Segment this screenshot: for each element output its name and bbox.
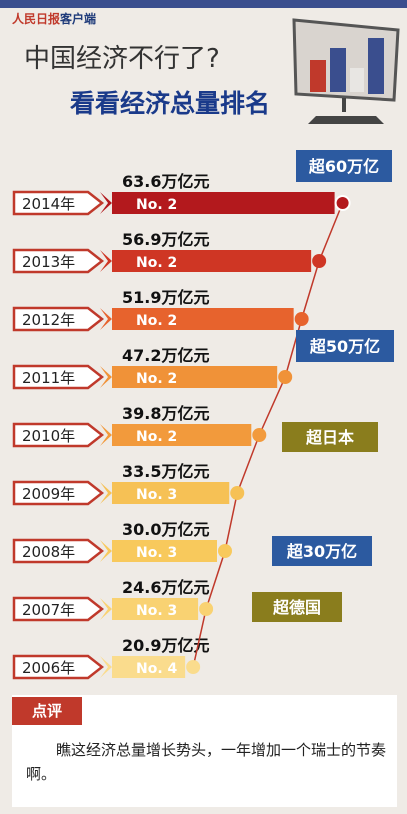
callout-box: [252, 592, 342, 622]
page-subtitle: 看看经济总量排名: [70, 89, 271, 118]
trend-dot: [218, 544, 232, 558]
bar: [112, 366, 278, 388]
year-tag: [12, 190, 105, 216]
callout-box: [272, 536, 372, 566]
chevron-icon: [100, 250, 112, 272]
chevron-icon: [100, 482, 112, 504]
bar: [112, 482, 230, 504]
rank-label: No. 4: [136, 661, 178, 677]
chevron-icon: [100, 598, 112, 620]
comment-text: 瞧这经济总量增长势头，一年增加一个瑞士的节奏啊。: [26, 741, 387, 783]
trend-dot: [312, 254, 327, 268]
callout-box: [296, 150, 392, 182]
rank-label: No. 2: [136, 197, 177, 213]
value-label: 56.9万亿元: [122, 230, 209, 249]
value-label: 39.8万亿元: [122, 404, 209, 423]
chevron-icon: [100, 308, 112, 330]
year-tag: [12, 538, 105, 564]
callout-box: [282, 422, 378, 452]
trend-dot: [186, 660, 201, 674]
trend-dot: [252, 428, 267, 442]
year-tag: [12, 654, 105, 680]
callout-label: 超30万亿: [286, 542, 357, 561]
rank-label: No. 3: [136, 545, 177, 561]
value-label: 51.9万亿元: [122, 288, 209, 307]
value-label: 47.2万亿元: [122, 346, 209, 365]
chevron-icon: [100, 656, 112, 678]
bar: [112, 540, 217, 562]
value-label: 20.9万亿元: [122, 636, 209, 655]
callout-box: [296, 330, 394, 362]
chevron-icon: [100, 192, 112, 214]
year-tag: [12, 596, 105, 622]
bar: [112, 308, 294, 330]
bar: [112, 192, 335, 214]
bar: [112, 598, 199, 620]
chevron-icon: [100, 366, 112, 388]
bar: [112, 656, 186, 678]
monitor-bar-chart-icon: [292, 18, 400, 124]
year-tag: [12, 306, 105, 332]
logo: 人民日报客户端: [12, 10, 96, 27]
comment-label: 点评: [12, 697, 82, 725]
year-tag: [12, 422, 105, 448]
year-tag: [12, 364, 105, 390]
trend-dot: [278, 370, 293, 384]
year-label: 2007年: [22, 601, 75, 619]
rank-label: No. 3: [136, 487, 177, 503]
trend-dot: [230, 486, 245, 500]
value-label: 33.5万亿元: [122, 462, 209, 481]
page-title: 中国经济不行了?: [24, 44, 220, 74]
year-label: 2010年: [22, 427, 75, 445]
trend-dot: [199, 602, 214, 616]
year-label: 2009年: [22, 485, 75, 503]
gdp-ranking-chart: 2014年 No. 2 63.6万亿元 2013年 No. 2 56.9万亿元 2012年 N…: [12, 150, 394, 680]
year-label: 2014年: [22, 195, 75, 213]
callout-label: 超60万亿: [308, 157, 379, 176]
year-label: 2012年: [22, 311, 75, 329]
value-label: 30.0万亿元: [122, 520, 209, 539]
year-tag: [12, 480, 105, 506]
value-label: 63.6万亿元: [122, 172, 209, 191]
chevron-icon: [100, 540, 112, 562]
rank-label: No. 2: [136, 371, 177, 387]
year-label: 2006年: [22, 659, 75, 677]
year-label: 2013年: [22, 253, 75, 271]
rank-label: No. 2: [136, 429, 177, 445]
year-label: 2011年: [22, 369, 75, 387]
bar: [112, 250, 312, 272]
trend-dot: [294, 312, 309, 326]
bar: [112, 424, 252, 446]
top-bar: [0, 0, 407, 8]
callout-label: 超日本: [305, 428, 354, 447]
callout-label: 超50万亿: [309, 337, 380, 356]
rank-label: No. 2: [136, 313, 177, 329]
chevron-icon: [100, 424, 112, 446]
logo-main: 人民日报: [12, 12, 61, 26]
year-label: 2008年: [22, 543, 75, 561]
trend-dot: [334, 195, 351, 211]
year-tag: [12, 248, 105, 274]
logo-sub: 客户端: [60, 12, 97, 26]
rank-label: No. 2: [136, 255, 177, 271]
value-label: 24.6万亿元: [122, 578, 209, 597]
rank-label: No. 3: [136, 603, 177, 619]
callout-label: 超德国: [272, 598, 321, 617]
